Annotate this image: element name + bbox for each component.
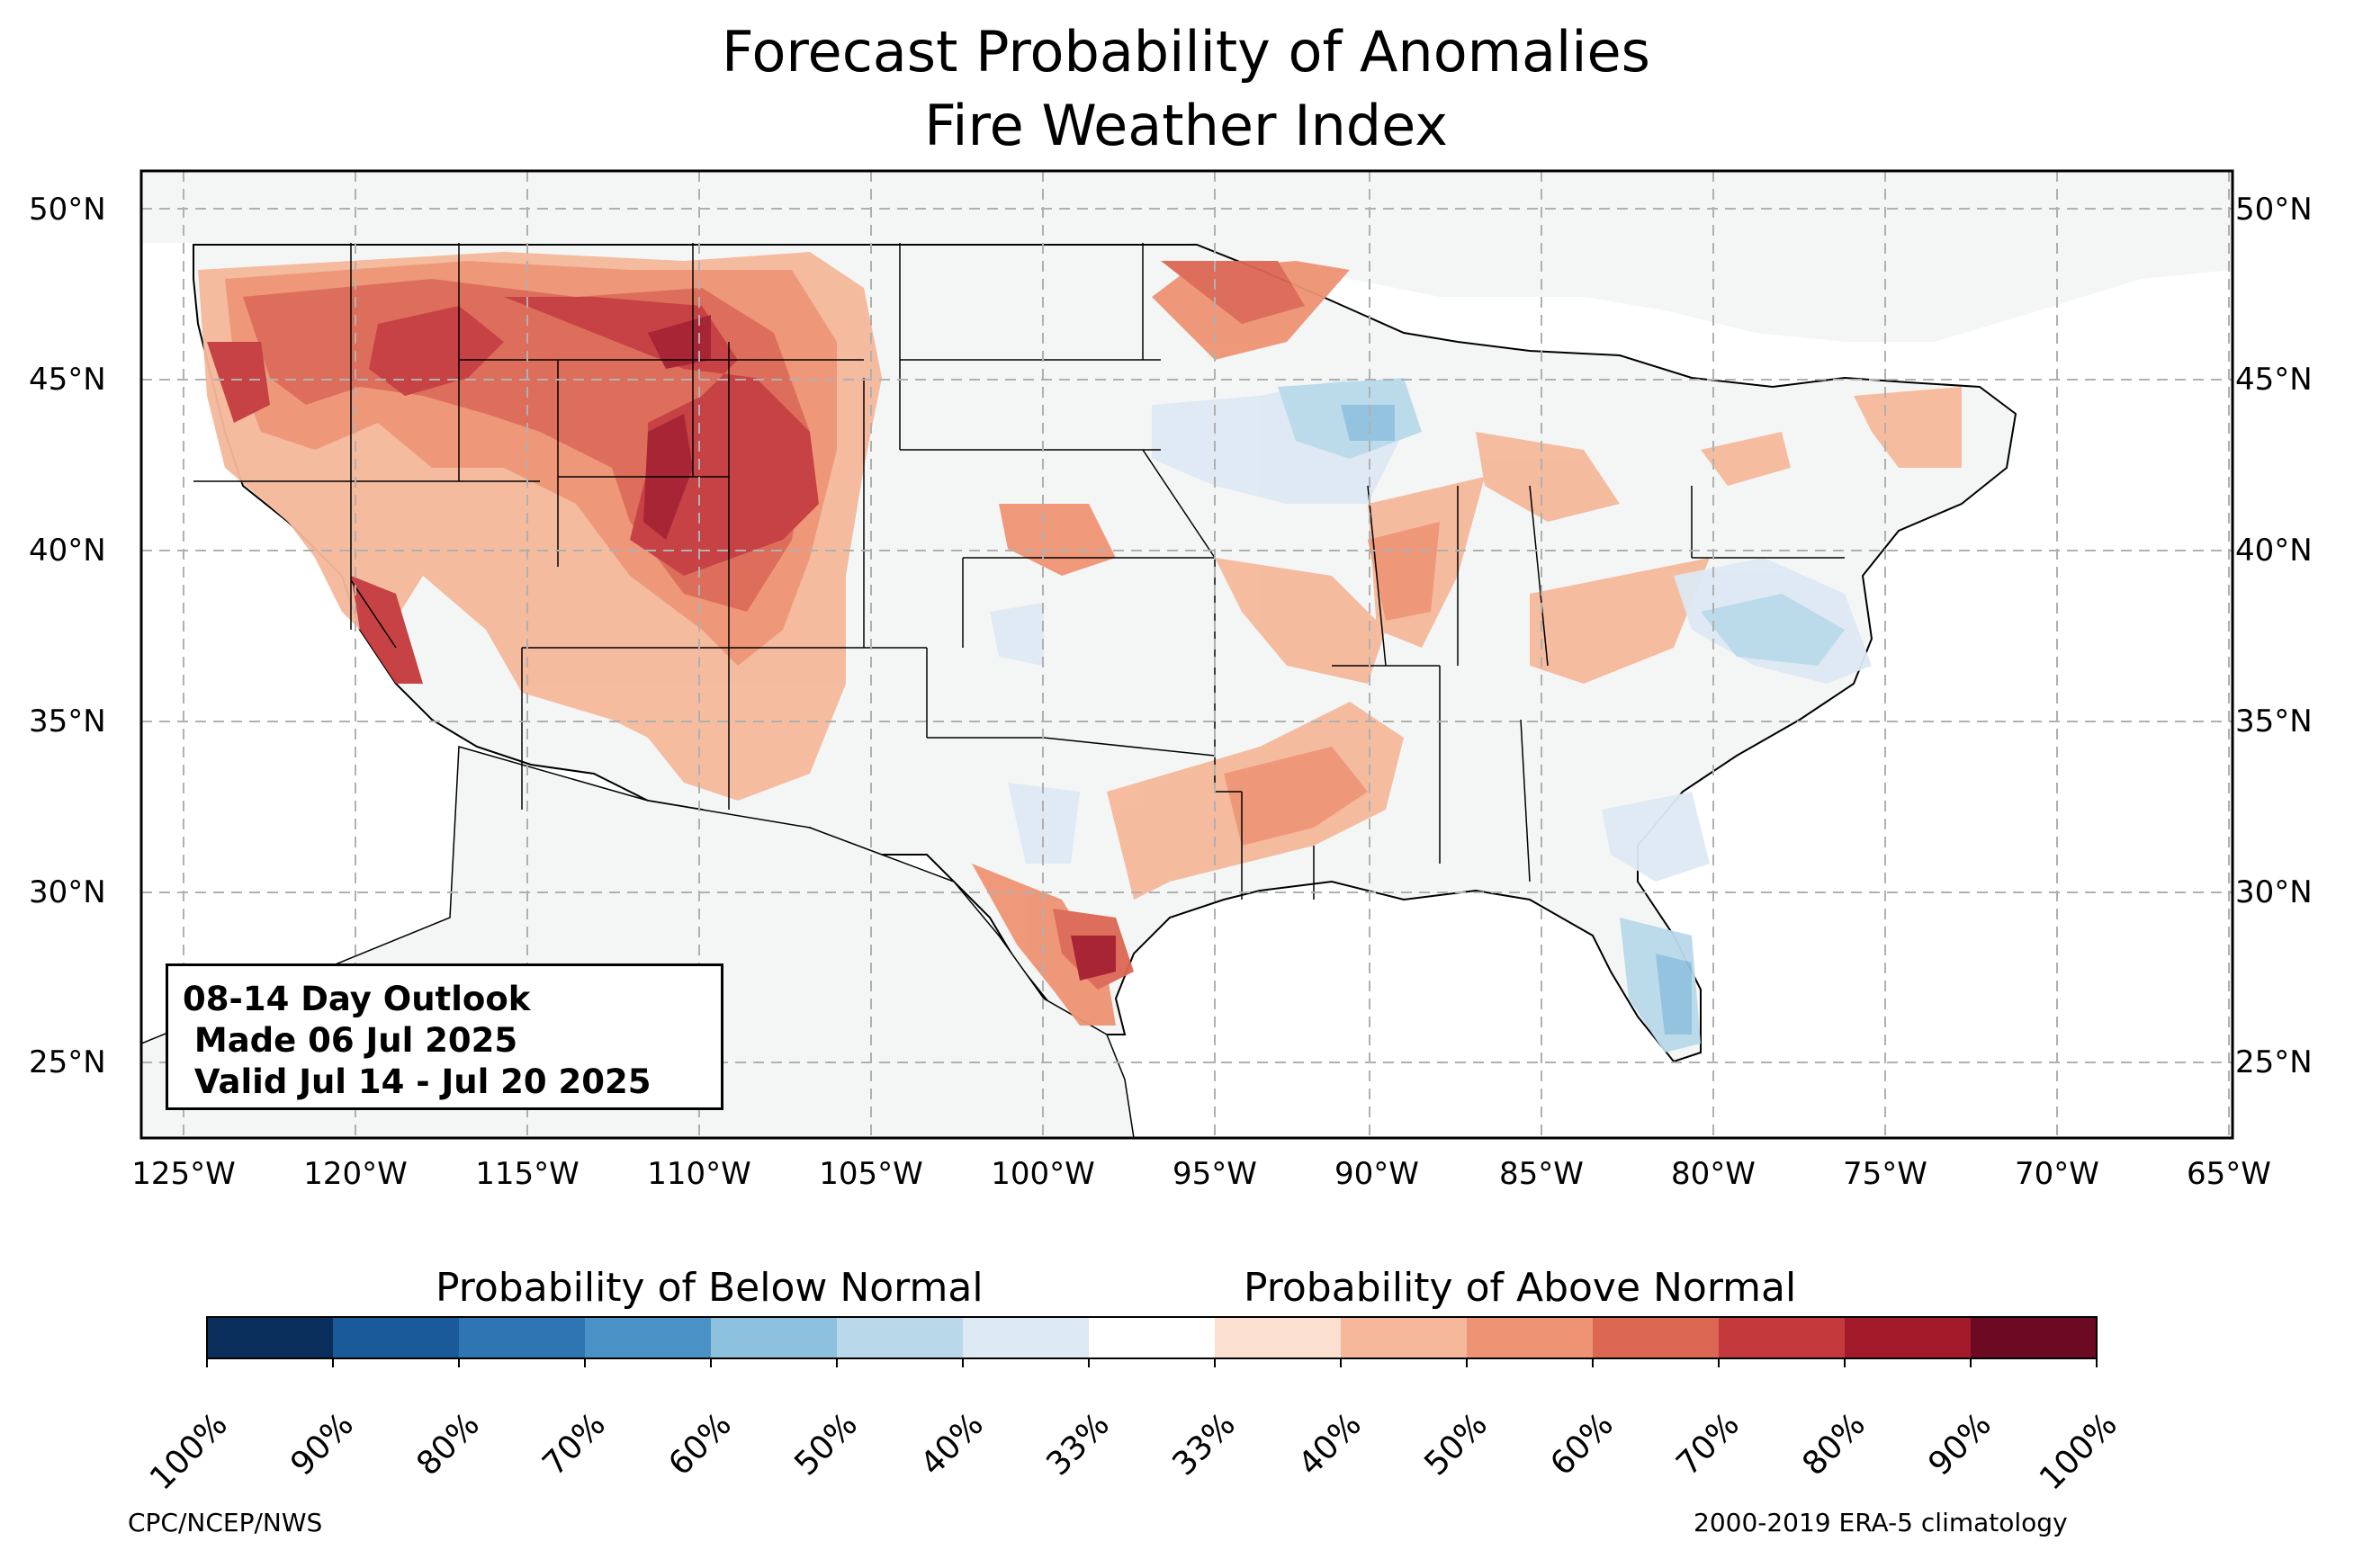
outlook-period: 08-14 Day Outlook [183,980,531,1018]
lat-label: 50°N [2235,192,2313,228]
colorbar-segment [1845,1317,1972,1358]
colorbar-segment [333,1317,460,1358]
lat-label: 30°N [2235,874,2313,910]
footer-source: CPC/NCEP/NWS [128,1508,323,1537]
colorbar-segment [1593,1317,1720,1358]
lat-label: 25°N [2235,1044,2313,1080]
lat-label: 45°N [2235,362,2313,398]
lat-label: 25°N [29,1044,106,1080]
lon-label: 65°W [2187,1156,2271,1192]
lon-label: 120°W [303,1156,408,1192]
lon-label: 90°W [1334,1156,1419,1192]
colorbar-segment [1215,1317,1342,1358]
lat-label: 35°N [29,703,106,739]
map-subtitle: Fire Weather Index [924,93,1448,158]
lon-label: 105°W [819,1156,923,1192]
outlook-made-date: Made 06 Jul 2025 [183,1021,518,1060]
colorbar-segment [711,1317,838,1358]
lon-label: 115°W [475,1156,580,1192]
map-frame [139,169,2234,1140]
outlook-info-box: 08-14 Day Outlook Made 06 Jul 2025 Valid… [166,963,723,1110]
lat-label: 35°N [2235,703,2313,739]
lon-label: 95°W [1173,1156,1257,1192]
outlook-valid-range: Valid Jul 14 - Jul 20 2025 [183,1062,651,1101]
lon-label: 75°W [1843,1156,1927,1192]
map-title: Forecast Probability of Anomalies [722,19,1650,85]
footer-climatology: 2000-2019 ERA-5 climatology [1694,1508,2068,1537]
colorbar-segment [1341,1317,1468,1358]
above-normal-label: Probability of Above Normal [1244,1265,1797,1311]
lon-label: 70°W [2015,1156,2099,1192]
lon-label: 85°W [1499,1156,1584,1192]
below-normal-label: Probability of Below Normal [436,1265,984,1311]
lon-label: 80°W [1671,1156,1756,1192]
lon-label: 100°W [991,1156,1095,1192]
lon-label: 110°W [647,1156,751,1192]
colorbar-segment [963,1317,1090,1358]
colorbar-segment [585,1317,712,1358]
colorbar-segment [207,1317,334,1358]
lat-label: 50°N [29,192,106,228]
colorbar-frame [206,1316,2098,1359]
colorbar-segment [1719,1317,1846,1358]
colorbar-segment [1971,1317,2098,1358]
colorbar [206,1316,2098,1367]
lat-label: 40°N [2235,533,2313,569]
lon-label: 125°W [131,1156,236,1192]
colorbar-segment [459,1317,586,1358]
lat-label: 40°N [29,533,106,569]
colorbar-segment [1089,1317,1216,1358]
colorbar-segment [1467,1317,1594,1358]
lat-label: 30°N [29,874,106,910]
lat-label: 45°N [29,362,106,398]
colorbar-segment [837,1317,964,1358]
above-normal-shading [198,252,1962,1026]
